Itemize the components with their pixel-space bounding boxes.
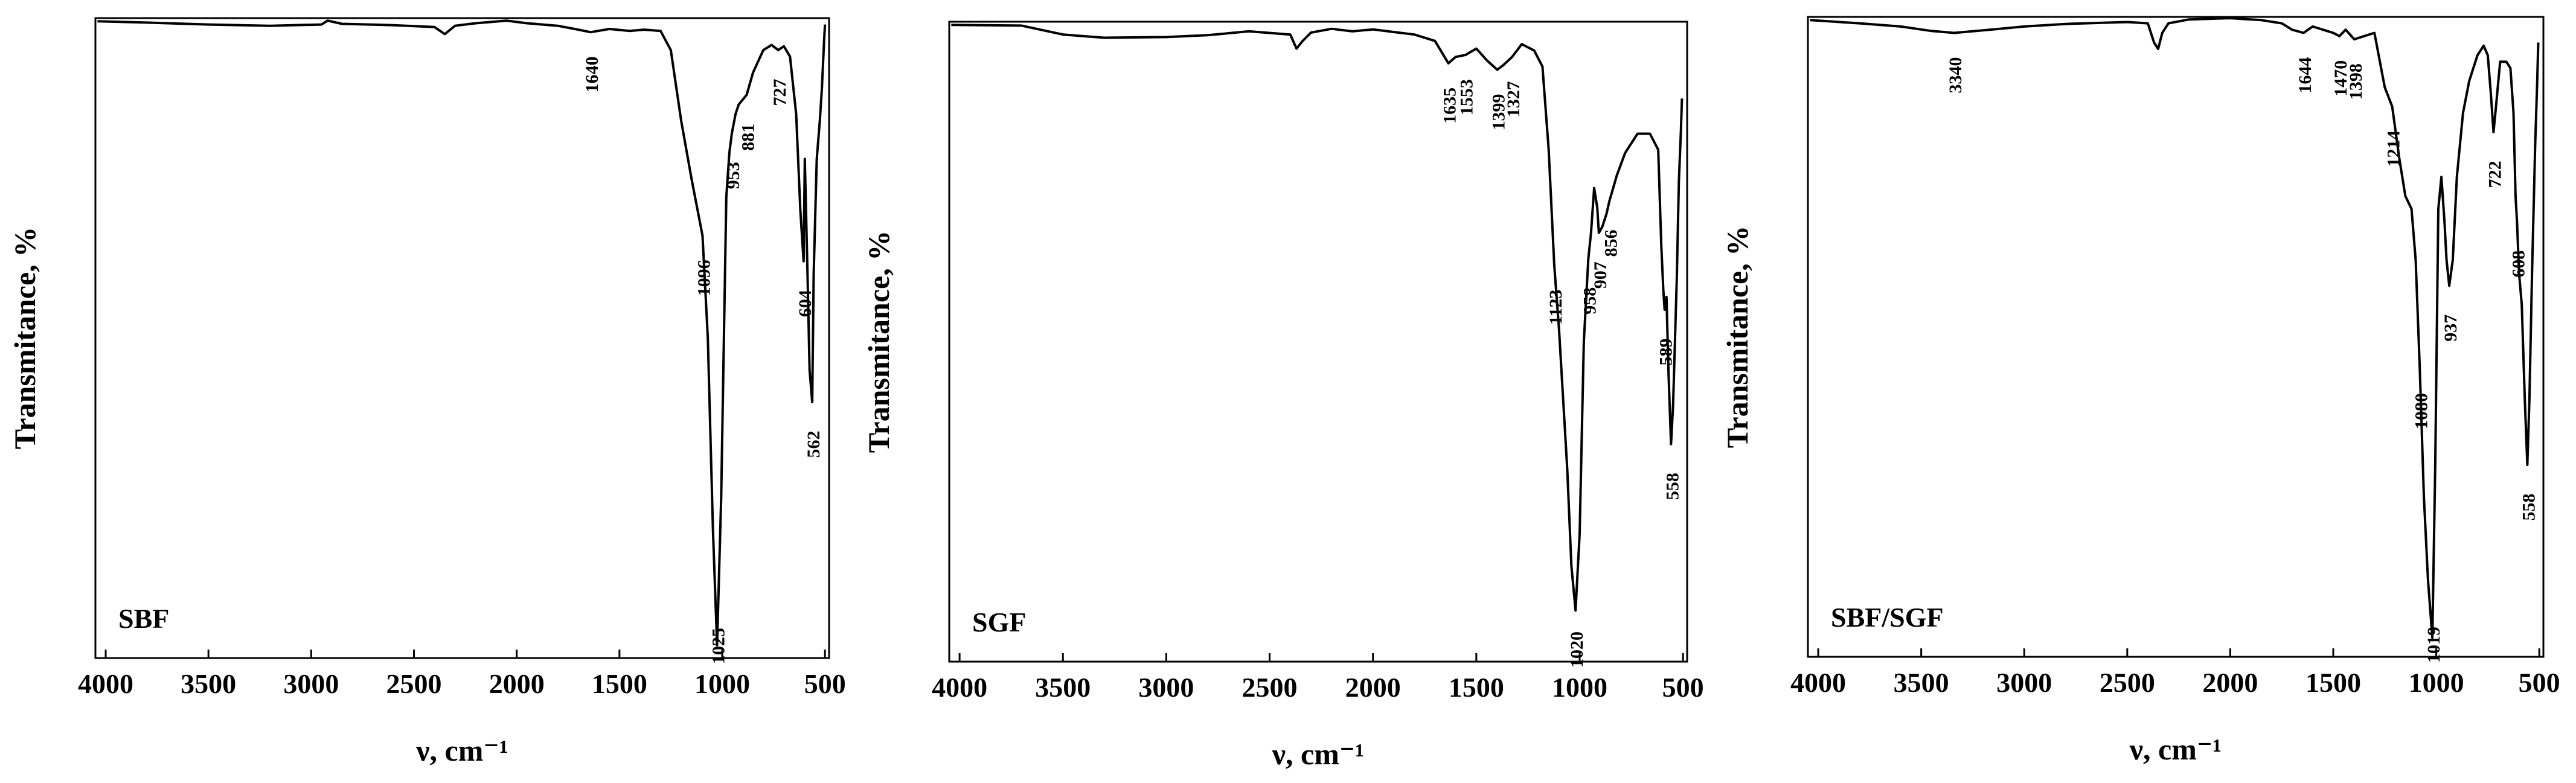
x-tick-label: 2000 bbox=[1345, 672, 1401, 703]
x-tick-label: 4000 bbox=[932, 672, 987, 703]
peak-label: 1470 bbox=[2331, 60, 2351, 97]
x-tick-label: 1000 bbox=[2409, 667, 2464, 698]
x-tick-label: 1500 bbox=[2305, 667, 2361, 698]
plot-frame bbox=[1807, 16, 2545, 658]
x-tick-label: 500 bbox=[804, 668, 846, 699]
peak-label: 856 bbox=[1601, 229, 1621, 257]
peak-label: 1020 bbox=[1567, 631, 1587, 668]
spectrum-line bbox=[1810, 17, 2540, 639]
peak-label: 1019 bbox=[2424, 627, 2444, 663]
peak-label: 1553 bbox=[1457, 79, 1477, 115]
x-tick-label: 1000 bbox=[1552, 672, 1607, 703]
x-axis-title: ν, cm⁻¹ bbox=[1272, 737, 1365, 771]
panel-label: SGF bbox=[972, 607, 1026, 638]
panel-label: SBF/SGF bbox=[1831, 602, 1944, 633]
x-tick-label: 2500 bbox=[386, 668, 442, 699]
peak-label: 722 bbox=[2485, 161, 2505, 188]
x-tick-label: 1500 bbox=[592, 668, 647, 699]
x-tick-label: 3500 bbox=[181, 668, 236, 699]
panel-2: 4000 3500 3000 2500 2000 1500 1000 500 ν, cm⁻¹ Tr… bbox=[862, 21, 1704, 771]
x-tick-label: 2500 bbox=[1242, 672, 1298, 703]
peak-label: 1398 bbox=[2346, 63, 2366, 100]
peak-label: 1096 bbox=[694, 260, 714, 296]
peak-label: 604 bbox=[795, 290, 815, 317]
x-tick-label: 500 bbox=[2519, 667, 2560, 698]
spectrum-line bbox=[951, 24, 1684, 612]
x-axis-title: ν, cm⁻¹ bbox=[415, 733, 508, 767]
x-tick-label: 4000 bbox=[1790, 667, 1846, 698]
peak-label: 558 bbox=[2519, 494, 2539, 521]
x-axis-title: ν, cm⁻¹ bbox=[2129, 732, 2222, 766]
panel-label: SBF bbox=[118, 603, 169, 634]
peak-label: 1644 bbox=[2295, 57, 2315, 94]
peak-label: 937 bbox=[2441, 315, 2461, 342]
x-tick-label: 2000 bbox=[489, 668, 545, 699]
peak-label: 1080 bbox=[2411, 393, 2431, 429]
plot-frame bbox=[94, 17, 830, 659]
x-tick-label: 3500 bbox=[1894, 667, 1949, 698]
peak-label: 881 bbox=[739, 124, 758, 151]
peak-label: 608 bbox=[2508, 251, 2528, 278]
y-axis-title: Transmitance, % bbox=[1720, 226, 1754, 448]
peak-label: 1399 bbox=[1488, 94, 1508, 130]
x-tick-label: 3000 bbox=[1996, 667, 2052, 698]
peak-label: 953 bbox=[723, 162, 743, 189]
y-axis-title: Transmitance, % bbox=[862, 231, 896, 453]
x-tick-label: 3000 bbox=[1138, 672, 1194, 703]
x-tick-label: 1000 bbox=[694, 668, 750, 699]
spectrum-line bbox=[97, 19, 827, 647]
panel-1: 4000 3500 3000 2500 2000 1500 1000 500 ν, cm⁻¹ Tr… bbox=[8, 17, 846, 767]
peak-label: 558 bbox=[1662, 473, 1682, 500]
peak-label: 1123 bbox=[1546, 290, 1566, 325]
peak-label: 1214 bbox=[2384, 130, 2404, 167]
peak-label: 589 bbox=[1656, 339, 1676, 366]
peak-label: 1640 bbox=[582, 56, 602, 92]
x-tick-label: 500 bbox=[1662, 672, 1704, 703]
y-axis-title: Transmitance, % bbox=[8, 227, 42, 449]
peak-label: 958 bbox=[1580, 287, 1600, 315]
peak-label: 1025 bbox=[709, 628, 729, 664]
x-tick-label: 3000 bbox=[283, 668, 339, 699]
plot-frame bbox=[948, 21, 1688, 663]
peak-label: 562 bbox=[804, 431, 824, 458]
peak-label: 727 bbox=[770, 79, 790, 106]
peak-label: 1635 bbox=[1440, 88, 1460, 124]
x-tick-label: 3500 bbox=[1035, 672, 1091, 703]
x-tick-label: 2000 bbox=[2202, 667, 2258, 698]
peak-label: 1327 bbox=[1504, 81, 1523, 117]
x-tick-label: 4000 bbox=[78, 668, 133, 699]
peak-label: 3340 bbox=[1946, 57, 1966, 94]
x-tick-label: 2500 bbox=[2100, 667, 2155, 698]
panel-3: 4000 3500 3000 2500 2000 1500 1000 500 ν, cm⁻¹ Tr… bbox=[1720, 16, 2560, 766]
peak-label: 907 bbox=[1591, 261, 1610, 289]
x-tick-label: 1500 bbox=[1449, 672, 1504, 703]
